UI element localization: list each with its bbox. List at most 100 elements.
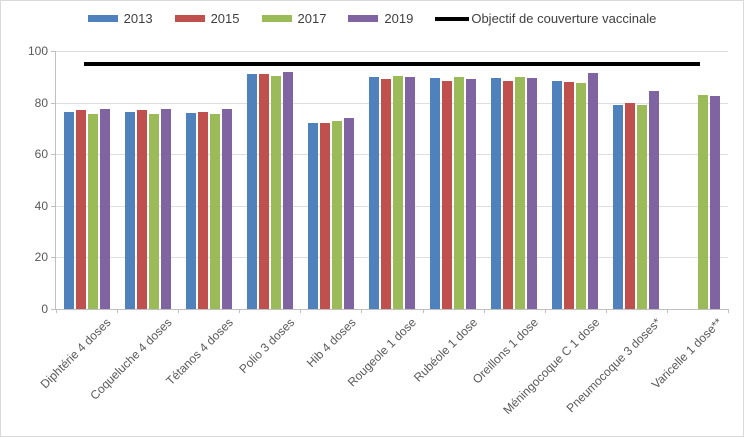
bar-2017: [270, 75, 281, 309]
x-category-label: Polio 3 doses: [236, 315, 298, 377]
x-tick: [178, 309, 180, 313]
bar-2013: [124, 111, 135, 309]
x-tick: [728, 309, 729, 313]
y-tick-label-0: 0: [41, 302, 48, 316]
bar-group-6: [361, 51, 422, 309]
bar-2013: [185, 112, 196, 309]
bar-2013: [368, 76, 379, 309]
legend-swatch-2019: [348, 15, 379, 22]
bar-group-11: [667, 51, 728, 309]
bar-group-4: [239, 51, 300, 309]
bar-2017: [87, 114, 98, 309]
x-tick: [56, 309, 57, 313]
bar-2013: [491, 78, 502, 309]
bar-2019: [160, 109, 171, 309]
bar-2019: [343, 118, 354, 309]
x-category-label: Tétanos 4 doses: [163, 315, 236, 388]
x-category-label: Rougeole 1 dose: [345, 315, 420, 390]
gridline-40: [56, 205, 728, 207]
legend-line-swatch: [435, 16, 470, 21]
x-tick: [117, 309, 119, 313]
bar-group-7: [423, 51, 484, 309]
bar-2017: [148, 114, 159, 309]
y-tick-label-80: 80: [34, 95, 48, 110]
bar-group-5: [300, 51, 361, 309]
legend-item-2015: 2015: [174, 11, 240, 26]
bar-2019: [466, 79, 477, 309]
bar-2015: [625, 102, 636, 309]
x-tick: [605, 309, 607, 313]
bar-2019: [588, 72, 599, 309]
bar-group-2: [117, 51, 178, 309]
y-axis-line: [55, 51, 56, 309]
y-tick-20: [51, 257, 55, 259]
y-tick-40: [51, 205, 55, 207]
objective-line: [83, 61, 701, 66]
bar-2017: [698, 94, 709, 309]
legend-label: 2017: [297, 11, 327, 26]
legend-label: Objectif de couverture vaccinale: [471, 11, 657, 26]
bar-2019: [527, 78, 538, 309]
bar-2015: [564, 81, 575, 309]
y-tick-100: [51, 51, 55, 52]
bar-2015: [319, 123, 330, 309]
legend-item-2017: 2017: [261, 11, 327, 26]
bar-group-10: [606, 51, 667, 309]
bar-2017: [209, 114, 220, 309]
x-tick: [666, 309, 668, 313]
x-tick: [422, 309, 424, 313]
x-tick: [544, 309, 546, 313]
y-tick-label-40: 40: [34, 198, 48, 213]
bar-2017: [454, 76, 465, 309]
bar-2017: [331, 120, 342, 309]
bar-2019: [710, 96, 721, 309]
x-category-label: Hib 4 doses: [303, 315, 359, 371]
legend-label: 2015: [210, 11, 240, 26]
bar-2019: [404, 76, 415, 309]
legend-item-2019: 2019: [348, 11, 413, 26]
x-axis-line: [55, 309, 728, 310]
bar-group-1: [56, 51, 117, 309]
legend-swatch-2017: [261, 15, 292, 22]
bar-group-8: [484, 51, 545, 309]
bar-group-9: [545, 51, 606, 309]
bar-2015: [442, 80, 453, 309]
bar-2013: [430, 78, 441, 309]
bar-2013: [246, 74, 257, 309]
gridline-20: [56, 257, 728, 259]
bar-2019: [649, 91, 660, 309]
legend-swatch-2015: [174, 15, 205, 22]
legend-item-objective: Objectif de couverture vaccinale: [435, 11, 656, 26]
legend-item-2013: 2013: [87, 11, 153, 26]
bar-2019: [221, 109, 232, 309]
y-tick-label-100: 100: [27, 44, 48, 58]
bar-2013: [552, 80, 563, 309]
y-tick-0: [51, 309, 55, 310]
gridline-100: [56, 51, 728, 52]
x-tick: [361, 309, 363, 313]
x-tick: [483, 309, 485, 313]
legend-label: 2019: [384, 11, 414, 26]
bar-2019: [282, 71, 293, 309]
bar-2017: [515, 76, 526, 309]
bar-2015: [380, 79, 391, 309]
chart-legend: 2013 2015 2017 2019 Objectif de couverture v…: [1, 11, 743, 26]
bar-2019: [99, 109, 110, 309]
bar-2013: [63, 111, 74, 309]
legend-label: 2013: [123, 11, 153, 26]
gridline-80: [56, 102, 728, 104]
bar-2017: [637, 105, 648, 309]
bar-2017: [576, 83, 587, 309]
gridline-60: [56, 154, 728, 156]
bar-group-3: [178, 51, 239, 309]
bar-2017: [392, 75, 403, 309]
y-tick-label-20: 20: [34, 250, 48, 265]
bar-2015: [503, 80, 514, 309]
plot-area: 0 20 40 60 80 100 Diphtérie 4 doses Coqueluche …: [28, 45, 729, 417]
x-tick: [239, 309, 241, 313]
bar-2015: [75, 110, 86, 309]
bar-2013: [613, 105, 624, 309]
y-tick-label-60: 60: [34, 147, 48, 162]
bar-2015: [197, 111, 208, 309]
